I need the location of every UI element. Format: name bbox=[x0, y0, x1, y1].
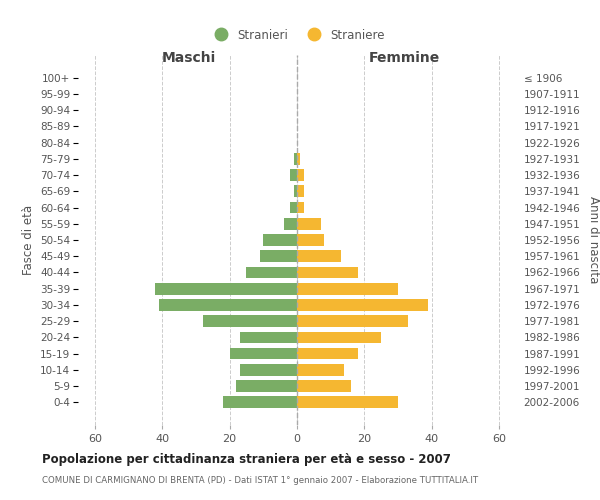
Bar bbox=[284, 218, 297, 230]
Bar bbox=[297, 202, 304, 213]
Bar bbox=[290, 169, 297, 181]
Bar bbox=[297, 380, 351, 392]
Bar bbox=[297, 283, 398, 294]
Bar bbox=[297, 299, 428, 311]
Bar bbox=[297, 153, 301, 164]
Text: Popolazione per cittadinanza straniera per età e sesso - 2007: Popolazione per cittadinanza straniera p… bbox=[42, 452, 451, 466]
Text: Femmine: Femmine bbox=[369, 50, 440, 64]
Bar bbox=[297, 332, 381, 343]
Bar bbox=[297, 364, 344, 376]
Bar bbox=[297, 316, 408, 327]
Text: COMUNE DI CARMIGNANO DI BRENTA (PD) - Dati ISTAT 1° gennaio 2007 - Elaborazione : COMUNE DI CARMIGNANO DI BRENTA (PD) - Da… bbox=[42, 476, 478, 485]
Bar bbox=[240, 332, 297, 343]
Bar bbox=[240, 364, 297, 376]
Text: Maschi: Maschi bbox=[162, 50, 217, 64]
Bar bbox=[297, 250, 341, 262]
Bar bbox=[297, 186, 304, 197]
Bar bbox=[297, 218, 320, 230]
Bar bbox=[263, 234, 297, 246]
Bar bbox=[293, 153, 297, 164]
Bar bbox=[247, 266, 297, 278]
Bar bbox=[203, 316, 297, 327]
Bar bbox=[297, 348, 358, 360]
Bar bbox=[293, 186, 297, 197]
Bar bbox=[236, 380, 297, 392]
Legend: Stranieri, Straniere: Stranieri, Straniere bbox=[204, 24, 390, 46]
Bar bbox=[297, 234, 324, 246]
Bar bbox=[155, 283, 297, 294]
Bar bbox=[260, 250, 297, 262]
Bar bbox=[159, 299, 297, 311]
Bar bbox=[297, 396, 398, 408]
Bar bbox=[297, 169, 304, 181]
Y-axis label: Fasce di età: Fasce di età bbox=[22, 205, 35, 275]
Bar bbox=[223, 396, 297, 408]
Y-axis label: Anni di nascita: Anni di nascita bbox=[587, 196, 600, 284]
Bar bbox=[230, 348, 297, 360]
Bar bbox=[290, 202, 297, 213]
Bar bbox=[297, 266, 358, 278]
